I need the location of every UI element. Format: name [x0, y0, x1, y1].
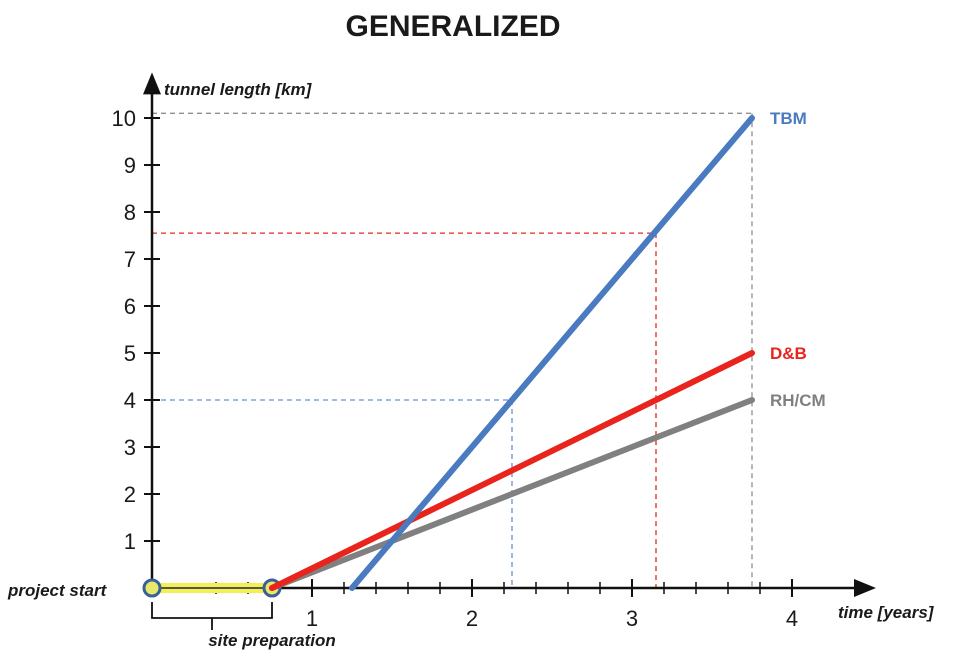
y-tick-label: 1: [124, 529, 136, 554]
y-tick-label: 9: [124, 153, 136, 178]
x-axis-arrow-icon: [854, 579, 876, 597]
site-preparation-brace: [151, 602, 273, 630]
site-preparation-label: site preparation: [208, 631, 336, 650]
y-tick-label: 3: [124, 435, 136, 460]
y-tick-label: 2: [124, 482, 136, 507]
series-label-db: D&B: [770, 344, 807, 363]
x-tick-label: 4: [786, 606, 798, 631]
series-label-tbm: TBM: [770, 109, 807, 128]
y-tick-label: 4: [124, 388, 136, 413]
series-line-rhcm: [269, 397, 755, 591]
y-tick-label: 8: [124, 200, 136, 225]
y-axis-arrow-icon: [143, 72, 161, 95]
x-axis-label: time [years]: [838, 603, 935, 622]
y-tick-label: 10: [112, 106, 136, 131]
series-labels: TBM D&B RH/CM: [770, 109, 826, 410]
y-tick-label: 7: [124, 247, 136, 272]
series-lines: [269, 115, 755, 591]
x-tick-label: 1: [306, 606, 318, 631]
y-axis-label: tunnel length [km]: [164, 80, 313, 99]
project-start-marker: [142, 578, 162, 598]
chart-title: GENERALIZED: [345, 10, 560, 43]
x-tick-label: 2: [466, 606, 478, 631]
y-tick-label: 6: [124, 294, 136, 319]
x-tick-label: 3: [626, 606, 638, 631]
series-label-rhcm: RH/CM: [770, 391, 826, 410]
site-preparation-phase: [142, 578, 282, 630]
project-start-label: project start: [7, 581, 108, 600]
series-line-tbm: [349, 115, 755, 591]
y-tick-label: 5: [124, 341, 136, 366]
axes: 1 2 3 4 5 6 7 8 9 10 1 2 3 4: [112, 72, 876, 631]
series-line-db: [269, 350, 755, 591]
